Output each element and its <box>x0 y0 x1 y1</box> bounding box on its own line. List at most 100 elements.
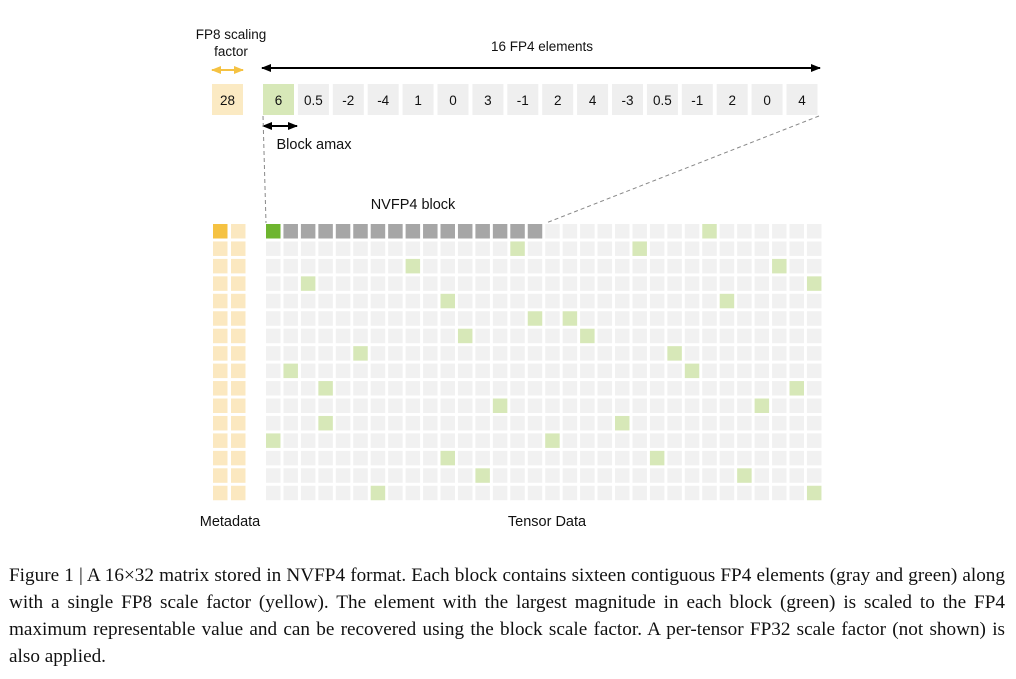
tensor-cell-amax <box>318 415 333 431</box>
tensor-cell <box>702 468 717 483</box>
tensor-cell <box>405 398 421 413</box>
tensor-cell <box>335 398 351 413</box>
tensor-cell <box>370 468 386 483</box>
tensor-cell-amax <box>266 433 281 448</box>
tensor-cell <box>754 450 770 466</box>
tensor-cell <box>562 363 578 379</box>
tensor-cell <box>492 241 508 256</box>
tensor-cell <box>300 398 316 413</box>
tensor-cell <box>266 346 281 361</box>
tensor-cell <box>684 433 700 448</box>
tensor-cell <box>772 328 787 344</box>
tensor-cell <box>353 415 368 431</box>
tensor-cell <box>283 415 298 431</box>
tensor-cell <box>492 485 508 501</box>
tensor-cell <box>318 311 333 326</box>
tensor-cell <box>632 328 647 344</box>
tensor-cell-amax <box>789 381 804 396</box>
tensor-cell-amax <box>562 311 578 326</box>
fp4-element-value: 0.5 <box>304 93 323 108</box>
tensor-cell <box>266 415 281 431</box>
tensor-cell <box>457 398 473 413</box>
tensor-cell <box>737 276 752 291</box>
tensor-cell <box>545 224 560 239</box>
tensor-cell <box>457 258 473 274</box>
tensor-cell <box>772 276 787 291</box>
tensor-cell <box>597 346 613 361</box>
tensor-cell <box>615 276 630 291</box>
tensor-cell <box>580 363 595 379</box>
tensor-cell <box>510 276 525 291</box>
tensor-cell <box>388 398 403 413</box>
tensor-cell <box>580 224 595 239</box>
metadata-cell <box>231 450 246 466</box>
tensor-cell <box>737 363 752 379</box>
metadata-cell <box>231 293 246 309</box>
tensor-cell <box>405 415 421 431</box>
tensor-cell <box>335 433 351 448</box>
tensor-cell <box>649 346 665 361</box>
tensor-cell <box>510 450 525 466</box>
tensor-cell <box>719 433 735 448</box>
tensor-cell <box>649 415 665 431</box>
tensor-cell <box>370 311 386 326</box>
tensor-cell <box>318 433 333 448</box>
tensor-cell <box>440 381 455 396</box>
metadata-cell <box>231 485 246 501</box>
tensor-cell <box>789 241 804 256</box>
tensor-cell <box>423 276 438 291</box>
tensor-cell <box>266 468 281 483</box>
tensor-cell <box>684 398 700 413</box>
tensor-cell <box>388 450 403 466</box>
fp4-element-value: 2 <box>728 93 736 108</box>
tensor-cell <box>754 276 770 291</box>
tensor-cell <box>580 276 595 291</box>
tensor-cell <box>510 311 525 326</box>
tensor-cell <box>388 258 403 274</box>
tensor-cell <box>318 450 333 466</box>
tensor-cell <box>580 311 595 326</box>
tensor-cell <box>510 293 525 309</box>
tensor-cell <box>423 485 438 501</box>
tensor-cell <box>719 398 735 413</box>
tensor-cell <box>772 311 787 326</box>
tensor-cell <box>789 224 804 239</box>
fp4-element <box>786 84 818 115</box>
tensor-cell <box>632 363 647 379</box>
tensor-cell <box>580 293 595 309</box>
tensor-cell <box>388 415 403 431</box>
tensor-cell <box>684 293 700 309</box>
tensor-cell <box>562 293 578 309</box>
tensor-cell <box>754 381 770 396</box>
tensor-cell <box>806 258 822 274</box>
tensor-cell <box>719 241 735 256</box>
tensor-cell <box>772 241 787 256</box>
tensor-cell <box>300 328 316 344</box>
tensor-cell <box>667 468 682 483</box>
tensor-cell <box>318 346 333 361</box>
tensor-cell <box>562 224 578 239</box>
tensor-cell <box>772 363 787 379</box>
tensor-cell <box>353 241 368 256</box>
tensor-cell <box>423 328 438 344</box>
tensor-cell-amax <box>545 433 560 448</box>
tensor-cell <box>737 258 752 274</box>
tensor-cell <box>737 433 752 448</box>
tensor-cell-block <box>318 224 333 239</box>
metadata-cell <box>213 415 228 431</box>
fp4-elements-row: 6 0.5 -2 -4 1 0 3 -1 2 4 -3 0.5 -1 2 0 4 <box>263 84 818 115</box>
tensor-cell <box>702 381 717 396</box>
tensor-cell-amax <box>754 398 770 413</box>
tensor-cell <box>492 258 508 274</box>
metadata-cell <box>213 346 228 361</box>
tensor-cell <box>492 381 508 396</box>
tensor-cell <box>405 311 421 326</box>
tensor-cell <box>772 450 787 466</box>
tensor-cell <box>719 311 735 326</box>
tensor-cell <box>510 485 525 501</box>
tensor-cell <box>806 224 822 239</box>
tensor-cell <box>492 415 508 431</box>
tensor-cell <box>492 293 508 309</box>
tensor-cell <box>684 415 700 431</box>
fp4-element-value: 4 <box>589 93 597 108</box>
